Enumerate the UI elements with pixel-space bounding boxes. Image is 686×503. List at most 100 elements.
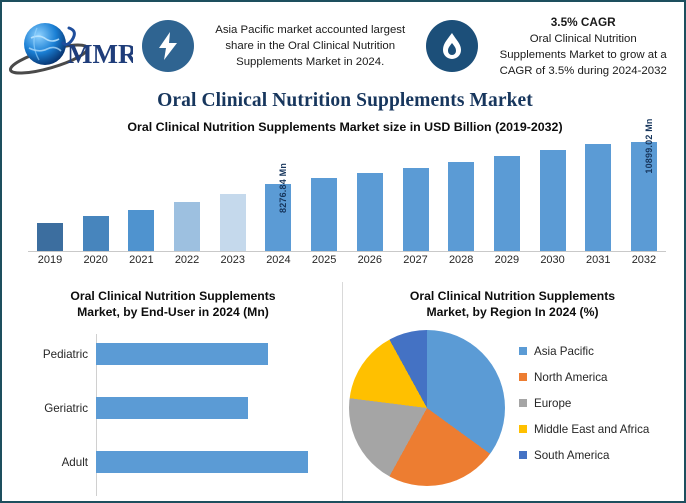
bar-2030 (539, 150, 566, 251)
legend-item: North America (519, 364, 679, 390)
bar-value-label-2024: 8276.84 Mn (278, 162, 289, 214)
bar-column (531, 142, 575, 251)
header-left-note-line1: Asia Pacific market accounted largest (215, 24, 406, 36)
x-tick-2023: 2023 (220, 254, 245, 266)
bar-2026 (356, 173, 383, 251)
pie-graphic (349, 330, 505, 486)
end-user-title-line1: Oral Clinical Nutrition Supplements (70, 289, 276, 303)
bar-chart-title: Oral Clinical Nutrition Supplements Mark… (127, 120, 563, 134)
header-right-note-line2: Supplements Market to grow at a (499, 48, 667, 61)
bar-2023 (219, 194, 246, 251)
end-user-label-adult: Adult (61, 455, 88, 469)
bottom-section: Oral Clinical Nutrition Supplements Mark… (4, 282, 682, 501)
legend-item: Middle East and Africa (519, 416, 679, 442)
end-user-title-line2: Market, by End-User in 2024 (Mn) (77, 305, 269, 319)
legend-swatch-asia-pacific (519, 347, 527, 355)
x-tick-2028: 2028 (448, 254, 474, 266)
bar-column (74, 142, 118, 251)
region-title-line1: Oral Clinical Nutrition Supplements (409, 289, 616, 303)
bar-column (394, 142, 438, 251)
bar-column (485, 142, 529, 251)
header-right-note: 3.5% CAGR Oral Clinical Nutrition Supple… (484, 14, 682, 79)
flame-icon (426, 20, 479, 72)
end-user-row: Pediatric (4, 342, 343, 366)
bar-column (348, 142, 392, 251)
bar-2022 (174, 202, 201, 251)
end-user-row: Adult (4, 450, 343, 474)
end-user-row: Geriatric (4, 396, 343, 420)
x-tick-2022: 2022 (174, 254, 200, 266)
legend-item: Europe (519, 390, 679, 416)
bar-2029 (493, 156, 520, 251)
header-bar: MMR Asia Pacific market accounted larges… (4, 4, 682, 88)
bar-2020 (82, 216, 109, 251)
bar-2028 (448, 162, 475, 251)
x-tick-2025: 2025 (311, 254, 337, 266)
x-tick-2027: 2027 (403, 254, 428, 266)
end-user-bar-pediatric (96, 343, 268, 365)
region-title-line2: Market, by Region In 2024 (%) (426, 305, 599, 319)
bar-column (439, 142, 483, 251)
region-pie-chart: Oral Clinical Nutrition Supplements Mark… (343, 282, 682, 501)
legend-swatch-europe (519, 399, 527, 407)
header-left-note-line3: Supplements Market in 2024. (236, 56, 385, 68)
legend-label-south-america: South America (534, 448, 610, 462)
header-left-note-line2: share in the Oral Clinical Nutrition (225, 40, 396, 52)
end-user-label-geriatric: Geriatric (44, 401, 88, 415)
mmr-logo-text: MMR (67, 39, 133, 69)
x-tick-2021: 2021 (129, 254, 154, 266)
bar-2021 (128, 210, 155, 251)
bar-2019 (37, 223, 63, 251)
end-user-bar-geriatric (96, 397, 248, 419)
x-tick-2031: 2031 (586, 254, 611, 266)
bar-2031 (585, 144, 612, 251)
x-tick-2026: 2026 (357, 254, 383, 266)
x-tick-2029: 2029 (494, 254, 520, 266)
market-size-bar-chart: Oral Clinical Nutrition Supplements Mark… (10, 118, 680, 275)
x-tick-2030: 2030 (540, 254, 565, 266)
bar-column: 8276.84 Mn (256, 142, 300, 251)
bar-column (28, 142, 72, 251)
header-left-note: Asia Pacific market accounted largest sh… (200, 22, 420, 70)
bar-chart-plot-area: 8276.84 Mn 10899.02 Mn (28, 118, 666, 252)
x-tick-2019: 2019 (37, 254, 63, 266)
bar-chart-x-axis-labels: 2019 2020 2021 2022 2023 2024 2025 2026 2027 2028… (28, 254, 666, 266)
bar-column: 10899.02 Mn (622, 118, 666, 251)
legend-item: Asia Pacific (519, 338, 679, 364)
bar-column (119, 142, 163, 251)
legend-label-north-america: North America (534, 370, 608, 384)
region-chart-title: Oral Clinical Nutrition Supplements Mark… (343, 282, 682, 320)
legend-swatch-south-america (519, 451, 527, 459)
bar-2027 (402, 168, 429, 251)
header-right-note-line3: CAGR of 3.5% during 2024-2032 (499, 64, 667, 77)
x-tick-2032: 2032 (631, 254, 657, 266)
bar-column (165, 142, 209, 251)
bar-column (211, 142, 255, 251)
legend-label-asia-pacific: Asia Pacific (534, 344, 594, 358)
bar-2025 (311, 178, 338, 251)
x-tick-2020: 2020 (83, 254, 108, 266)
legend-item: South America (519, 442, 679, 468)
cagr-value: 3.5% CAGR (550, 14, 616, 29)
end-user-bar-chart: Oral Clinical Nutrition Supplements Mark… (4, 282, 343, 501)
bar-2032: 10899.02 Mn (630, 118, 657, 251)
bar-value-label-2032: 10899.02 Mn (643, 118, 654, 174)
page-title: Oral Clinical Nutrition Supplements Mark… (157, 90, 533, 111)
legend-swatch-north-america (519, 373, 527, 381)
legend-label-europe: Europe (534, 396, 572, 410)
pie-legend: Asia Pacific North America Europe Middle Ea… (519, 338, 679, 468)
globe-icon: MMR (8, 23, 133, 75)
bar-column (302, 142, 346, 251)
legend-label-middle-east-and-africa: Middle East and Africa (534, 422, 650, 436)
x-tick-2024: 2024 (266, 254, 291, 266)
header-right-note-line1: Oral Clinical Nutrition (529, 32, 637, 45)
bar-column (576, 142, 620, 251)
mmr-logo: MMR (4, 6, 136, 86)
end-user-plot-area: Pediatric Geriatric Adult (4, 334, 343, 496)
end-user-bar-adult (96, 451, 308, 473)
lightning-bolt-icon (142, 20, 194, 72)
bar-2024: 8276.84 Mn (265, 163, 292, 251)
legend-swatch-middle-east-and-africa (519, 425, 527, 433)
end-user-chart-title: Oral Clinical Nutrition Supplements Mark… (4, 282, 342, 320)
